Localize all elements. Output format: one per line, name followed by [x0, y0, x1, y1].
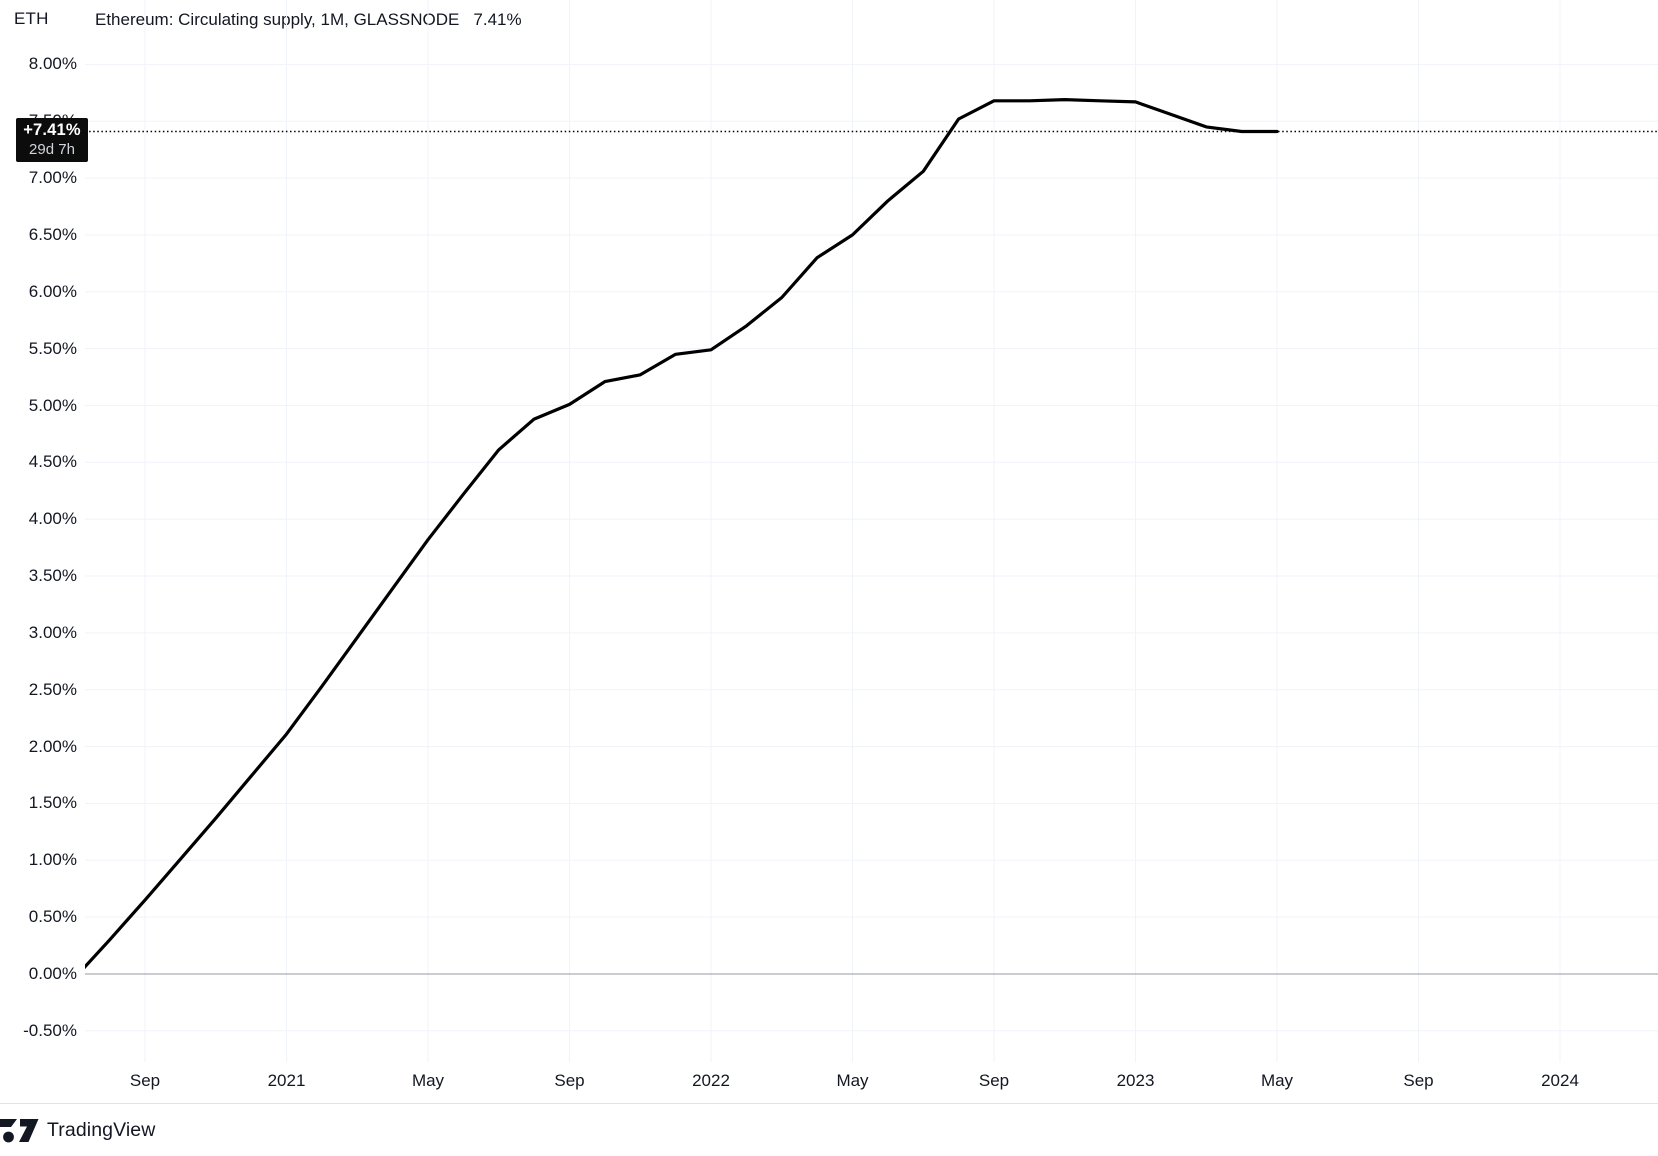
time-tick-label: May [836, 1071, 869, 1090]
price-tick-label: -0.50% [23, 1020, 77, 1040]
symbol-label[interactable]: ETH [14, 9, 49, 28]
price-tick-label: 2.50% [28, 679, 77, 699]
price-tick-label: 6.00% [28, 281, 77, 301]
time-tick-label: Sep [554, 1071, 585, 1090]
price-tick-label: 1.50% [28, 793, 77, 813]
indicator-title[interactable]: Ethereum: Circulating supply, 1M, GLASSN… [95, 10, 460, 29]
time-tick-label: Sep [1403, 1071, 1434, 1090]
price-tick-label: 7.00% [28, 168, 77, 188]
price-tick-label: 0.50% [28, 907, 77, 927]
time-tick-label: 2022 [692, 1071, 730, 1090]
footer: TradingView [0, 1103, 1658, 1156]
last-price-badge: +7.41% 29d 7h [16, 118, 88, 163]
price-tick-label: 4.50% [28, 452, 77, 472]
price-axis[interactable]: 8.00%7.50%7.00%6.50%6.00%5.50%5.00%4.50%… [0, 0, 85, 1062]
bar-countdown: 29d 7h [29, 141, 75, 159]
time-tick-label: 2021 [267, 1071, 306, 1090]
price-tick-label: 5.00% [28, 395, 77, 415]
price-tick-label: 3.50% [28, 566, 77, 586]
last-price-value: +7.41% [23, 121, 81, 140]
tradingview-brand-text[interactable]: TradingView [47, 1119, 156, 1141]
time-tick-label: 2024 [1541, 1071, 1579, 1090]
time-tick-label: May [411, 1071, 445, 1090]
time-tick-label: May [1260, 1071, 1294, 1090]
price-tick-label: 0.00% [28, 964, 77, 983]
time-tick-label: Sep [129, 1071, 161, 1090]
price-tick-label: 1.00% [28, 850, 77, 870]
time-tick-label: Sep [978, 1071, 1010, 1090]
time-axis[interactable]: Sep 2021 May Sep 2022 May Sep 2023 May Sep 2024 [0, 1062, 1658, 1103]
price-tick-label: 2.00% [28, 736, 77, 756]
price-tick-label: 4.00% [28, 509, 77, 529]
indicator-legend[interactable]: Ethereum: Circulating supply, 1M, GLASSN… [95, 10, 522, 30]
price-pane[interactable] [0, 0, 1658, 1062]
price-tick-label: 6.50% [28, 224, 77, 244]
time-tick-label: 2023 [1116, 1071, 1155, 1090]
price-tick-label: 3.00% [28, 622, 77, 642]
indicator-value: 7.41% [473, 10, 522, 29]
tradingview-logo-icon[interactable] [0, 1117, 40, 1144]
price-tick-label: 8.00% [28, 54, 77, 74]
price-tick-label: 5.50% [28, 338, 77, 358]
